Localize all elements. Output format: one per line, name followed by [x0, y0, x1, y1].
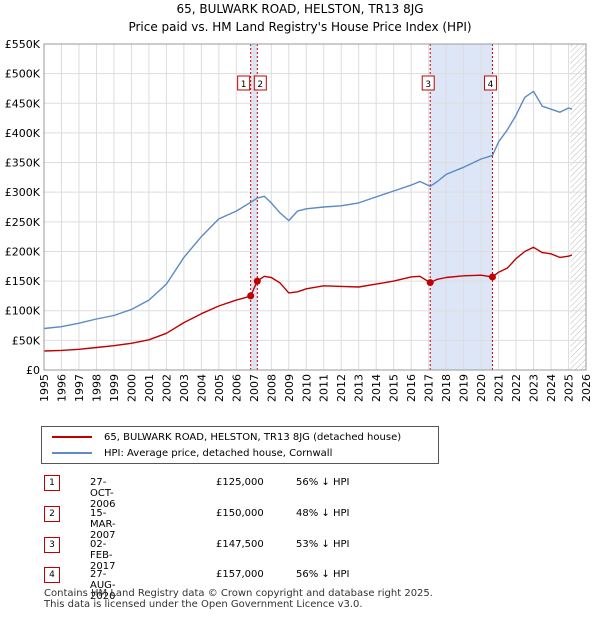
sale-marker-box	[421, 75, 435, 91]
x-tick-label: 1995	[38, 374, 51, 402]
sale-point	[253, 277, 261, 285]
x-tick-label: 2020	[475, 374, 488, 402]
sale-point	[247, 292, 255, 300]
legend-item-hpi: HPI: Average price, detached house, Corn…	[52, 446, 332, 460]
y-tick-label: £550K	[5, 38, 41, 51]
y-tick-label: £450K	[5, 97, 41, 110]
sale-marker-label: 1	[241, 80, 247, 90]
x-tick-label: 2014	[370, 374, 383, 402]
plot-border	[43, 43, 587, 371]
x-tick-label: 2009	[283, 374, 296, 402]
x-tick-label: 2008	[265, 374, 278, 402]
legend-item-property: 65, BULWARK ROAD, HELSTON, TR13 8JG (det…	[52, 430, 401, 444]
transaction-price: £147,500	[216, 539, 264, 550]
transaction-price: £150,000	[216, 508, 264, 519]
x-tick-label: 2019	[458, 374, 471, 402]
sale-point	[426, 279, 434, 287]
legend: 65, BULWARK ROAD, HELSTON, TR13 8JG (det…	[41, 426, 439, 464]
x-tick-label: 2005	[213, 374, 226, 402]
sale-marker-box	[253, 75, 267, 91]
x-tick-label: 2002	[160, 374, 173, 402]
hpi-line	[43, 90, 573, 330]
x-tick-label: 2025	[563, 374, 576, 402]
x-tick-label: 2022	[510, 374, 523, 402]
x-tick-label: 2026	[580, 374, 593, 402]
y-tick-label: £0	[26, 364, 40, 377]
x-tick-label: 2016	[405, 374, 418, 402]
sale-marker-box	[237, 75, 251, 91]
x-tick-label: 2004	[195, 374, 208, 402]
x-tick-label: 2024	[545, 374, 558, 402]
x-tick-label: 1997	[73, 374, 86, 402]
x-tick-label: 2013	[353, 374, 366, 402]
x-tick-label: 2010	[300, 374, 313, 402]
transaction-price: £125,000	[216, 477, 264, 488]
x-tick-label: 1996	[55, 374, 68, 402]
sale-marker-label: 3	[425, 80, 431, 90]
transaction-hpi-diff: 56% ↓ HPI	[296, 477, 350, 488]
property-price-line	[43, 246, 573, 352]
transaction-hpi-diff: 48% ↓ HPI	[296, 508, 350, 519]
x-tick-label: 1998	[90, 374, 103, 402]
legend-swatch-property	[52, 436, 92, 438]
x-tick-label: 2015	[388, 374, 401, 402]
x-tick-label: 2023	[528, 374, 541, 402]
x-tick-label: 1999	[108, 374, 121, 402]
y-tick-label: £350K	[5, 157, 41, 170]
transaction-hpi-diff: 56% ↓ HPI	[296, 569, 350, 580]
legend-label-hpi: HPI: Average price, detached house, Corn…	[104, 447, 333, 459]
shaded-range	[430, 44, 493, 370]
y-tick-label: £400K	[5, 127, 41, 140]
plot-area	[44, 44, 586, 370]
transaction-date: 02-FEB-2017	[90, 539, 116, 572]
y-tick-label: £150K	[5, 275, 41, 288]
forecast-hatch	[570, 44, 586, 370]
transaction-number-badge: 4	[44, 567, 60, 583]
transaction-date: 15-MAR-2007	[90, 508, 116, 541]
footer-copyright: Contains HM Land Registry data © Crown c…	[44, 588, 433, 599]
x-tick-label: 2017	[423, 374, 436, 402]
x-tick-label: 2006	[230, 374, 243, 402]
transaction-hpi-diff: 53% ↓ HPI	[296, 539, 350, 550]
transaction-number-badge: 3	[44, 537, 60, 553]
legend-swatch-hpi	[52, 452, 92, 454]
x-tick-label: 2001	[143, 374, 156, 402]
footer-license: This data is licensed under the Open Gov…	[44, 599, 363, 610]
transaction-price: £157,000	[216, 569, 264, 580]
chart-plot: 1 2 3 4 £0 £50K £100K £150K £200K £250K £300K £350K…	[5, 38, 593, 402]
transaction-number-badge: 1	[44, 475, 60, 491]
chart-subtitle: Price paid vs. HM Land Registry's House …	[128, 20, 472, 34]
x-tick-label: 2018	[440, 374, 453, 402]
legend-label-property: 65, BULWARK ROAD, HELSTON, TR13 8JG (det…	[104, 431, 402, 443]
transaction-date: 27-OCT-2006	[90, 477, 116, 510]
footer: Contains HM Land Registry data © Crown c…	[44, 588, 433, 610]
sale-marker-box	[483, 75, 497, 91]
y-tick-label: £250K	[5, 216, 41, 229]
x-tick-label: 2003	[178, 374, 191, 402]
y-tick-label: £300K	[5, 186, 41, 199]
x-tick-label: 2021	[493, 374, 506, 402]
y-tick-label: £500K	[5, 68, 41, 81]
x-tick-label: 2012	[335, 374, 348, 402]
y-tick-label: £50K	[12, 334, 41, 347]
sale-marker-label: 4	[488, 80, 494, 90]
x-tick-label: 2011	[318, 374, 331, 402]
transaction-number-badge: 2	[44, 506, 60, 522]
x-tick-label: 2000	[125, 374, 138, 402]
x-tick-label: 2007	[248, 374, 261, 402]
chart-title: 65, BULWARK ROAD, HELSTON, TR13 8JG	[176, 2, 424, 16]
y-tick-label: £200K	[5, 245, 41, 258]
sale-marker-label: 2	[257, 80, 263, 90]
y-tick-label: £100K	[5, 305, 41, 318]
sale-point	[488, 273, 496, 281]
transaction-date: 27-AUG-2020	[90, 569, 116, 602]
